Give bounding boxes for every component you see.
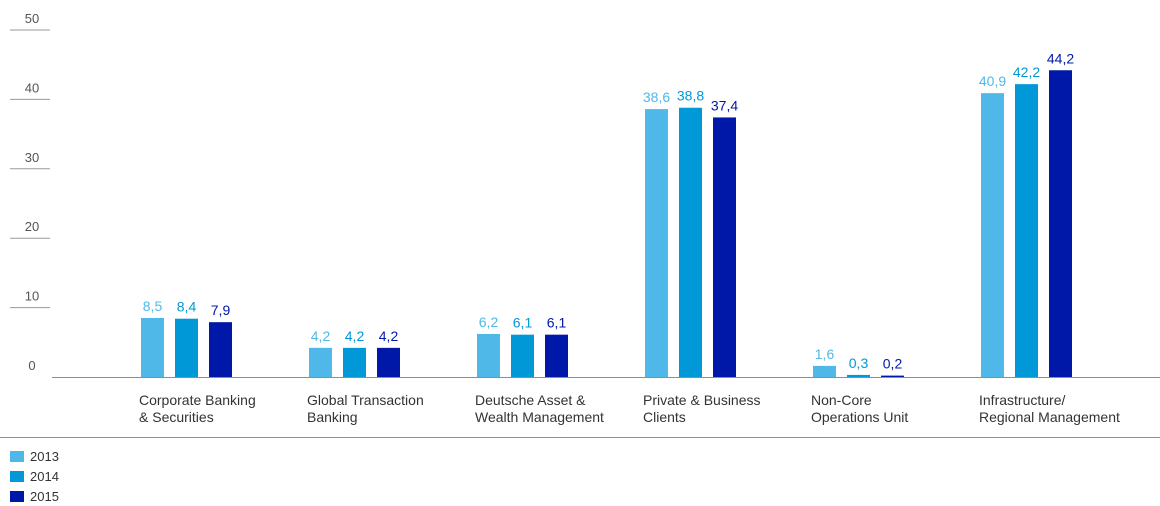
- value-label-2013: 8,5: [143, 298, 163, 314]
- category-label-line: Non-Core: [811, 392, 872, 408]
- legend-label: 2013: [30, 448, 59, 464]
- category-label: Private & Business Clients: [643, 392, 761, 425]
- value-label-2013: 40,9: [979, 73, 1006, 89]
- bar-2015: [713, 117, 736, 377]
- category-label-line: Clients: [643, 409, 686, 425]
- bar-2014: [1015, 84, 1038, 378]
- value-label-2015: 6,1: [547, 315, 567, 331]
- category-label-line: Banking: [307, 409, 358, 425]
- legend-item-2014: 2014: [10, 466, 59, 486]
- value-label-2014: 6,1: [513, 315, 533, 331]
- category-label-line: Operations Unit: [811, 409, 908, 425]
- value-label-2014: 42,2: [1013, 64, 1040, 80]
- category-label-line: Global Transaction: [307, 392, 424, 408]
- value-label-2014: 8,4: [177, 299, 197, 315]
- legend-label: 2014: [30, 468, 59, 484]
- category-label: Global Transaction Banking: [307, 392, 424, 425]
- bar-2013: [141, 318, 164, 377]
- value-label-2013: 1,6: [815, 346, 835, 362]
- value-label-2015: 7,9: [211, 302, 231, 318]
- value-label-2015: 0,2: [883, 356, 903, 372]
- value-label-2014: 38,8: [677, 88, 704, 104]
- bar-2015: [881, 375, 904, 377]
- value-label-2013: 6,2: [479, 314, 499, 330]
- category-label-line: Private & Business: [643, 392, 761, 408]
- value-label-2015: 4,2: [379, 328, 399, 344]
- category-label: Deutsche Asset & Wealth Management: [475, 392, 604, 425]
- bar-2014: [175, 318, 198, 377]
- value-labels: 8,5 8,4 7,9 4,2 4,2 4,2 6,2 6,1 6,1 38,6 38,8 37,4 1…: [143, 50, 1075, 371]
- category-label-line: Regional Management: [979, 409, 1120, 425]
- category-label-line: Corporate Banking: [139, 392, 256, 408]
- x-axis: Corporate Banking & Securities Global Tran…: [0, 392, 1160, 438]
- category-label-line: Deutsche Asset &: [475, 392, 586, 408]
- y-tick-label: 50: [25, 11, 39, 26]
- bar-2013: [477, 333, 500, 377]
- y-axis: 0 10 20 30 40 50: [10, 11, 1160, 378]
- bar-2014: [847, 374, 870, 377]
- legend-item-2015: 2015: [10, 486, 59, 506]
- category-label: Non-Core Operations Unit: [811, 392, 908, 425]
- category-label-line: Infrastructure/: [979, 392, 1065, 408]
- legend: 2013 2014 2015: [10, 446, 59, 506]
- value-label-2014: 4,2: [345, 328, 365, 344]
- bar-2013: [981, 93, 1004, 378]
- bar-2015: [545, 334, 568, 377]
- legend-item-2013: 2013: [10, 446, 59, 466]
- bars: [141, 70, 1072, 378]
- category-label-line: Wealth Management: [475, 409, 604, 425]
- bar-2014: [343, 347, 366, 377]
- y-tick-label: 30: [25, 150, 39, 165]
- bar-2014: [679, 107, 702, 377]
- bar-2015: [377, 347, 400, 377]
- legend-label: 2015: [30, 488, 59, 504]
- category-label-line: & Securities: [139, 409, 214, 425]
- y-tick-label: 10: [25, 289, 39, 304]
- bar-2013: [309, 347, 332, 377]
- bar-2014: [511, 334, 534, 377]
- bar-2015: [1049, 70, 1072, 377]
- legend-swatch: [10, 490, 24, 502]
- legend-swatch: [10, 450, 24, 462]
- value-label-2014: 0,3: [849, 355, 869, 371]
- y-tick-label: 20: [25, 219, 39, 234]
- legend-swatch: [10, 470, 24, 482]
- value-label-2015: 44,2: [1047, 50, 1074, 66]
- bar-2013: [645, 109, 668, 377]
- category-label: Infrastructure/Regional Management: [979, 392, 1120, 425]
- bar-2015: [209, 322, 232, 377]
- value-label-2013: 38,6: [643, 89, 670, 105]
- category-label: Corporate Banking & Securities: [139, 392, 256, 425]
- y-tick-label: 40: [25, 80, 39, 95]
- bar-2013: [813, 365, 836, 377]
- y-tick-label: 0: [28, 358, 35, 373]
- value-label-2015: 37,4: [711, 97, 738, 113]
- value-label-2013: 4,2: [311, 328, 331, 344]
